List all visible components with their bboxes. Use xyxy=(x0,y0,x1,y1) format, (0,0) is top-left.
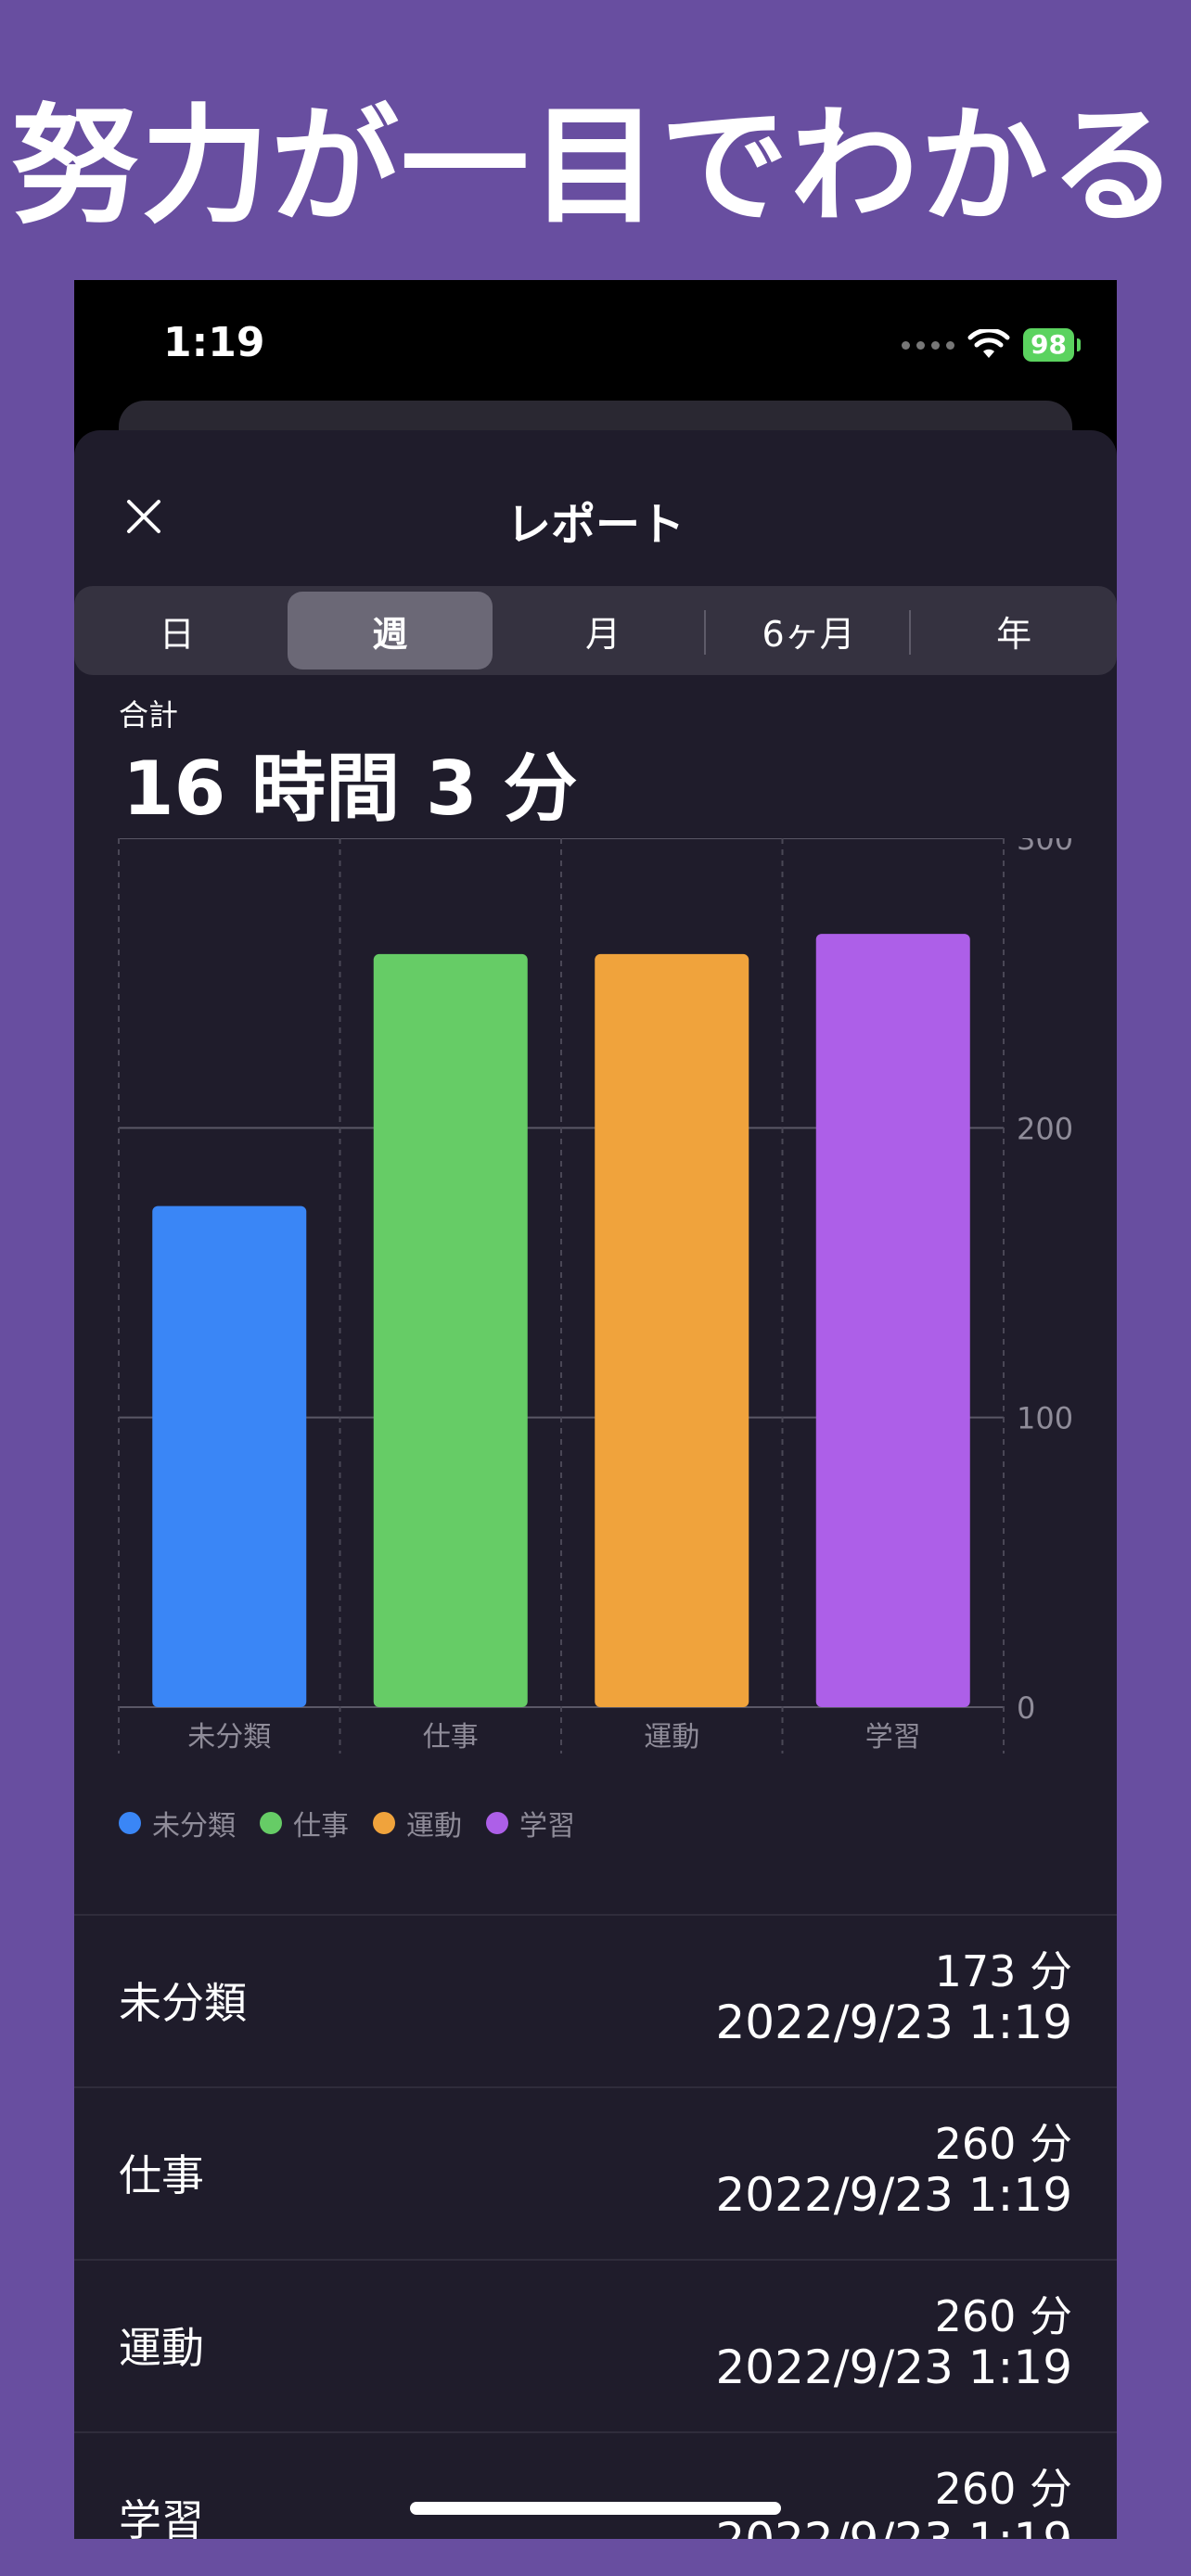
x-tick-label: 学習 xyxy=(865,1721,921,1753)
list-item[interactable]: 学習 260 分 2022/9/23 1:19 xyxy=(74,2431,1117,2539)
y-tick-label: 0 xyxy=(1017,1690,1035,1726)
bar-0 xyxy=(152,1205,307,1707)
category-minutes: 260 分 xyxy=(934,2464,1072,2514)
report-sheet: レポート 日 週 月 6ヶ月 年 合計 16 時間 3 分 0 100 200 300… xyxy=(74,430,1117,2539)
category-date: 2022/9/23 1:19 xyxy=(715,2340,1072,2394)
category-name: 未分類 xyxy=(119,1978,247,2028)
category-minutes: 260 分 xyxy=(934,2119,1072,2169)
segment-day[interactable]: 日 xyxy=(74,592,280,670)
legend-label: 運動 xyxy=(406,1810,462,1843)
total-value: 16 時間 3 分 xyxy=(122,746,578,832)
total-label: 合計 xyxy=(119,697,179,733)
x-tick-label: 仕事 xyxy=(423,1721,479,1753)
home-indicator[interactable] xyxy=(410,2502,781,2515)
legend-dot xyxy=(119,1812,141,1834)
close-icon xyxy=(127,500,160,533)
y-tick-label: 200 xyxy=(1017,1111,1073,1146)
segment-label: 年 xyxy=(996,613,1032,655)
legend-dot xyxy=(373,1812,395,1834)
segment-label: 日 xyxy=(159,613,195,655)
segment-label: 週 xyxy=(372,613,408,655)
legend-dot xyxy=(260,1812,282,1834)
period-segmented-control: 日 週 月 6ヶ月 年 xyxy=(74,586,1117,675)
battery-level: 98 xyxy=(1031,329,1067,360)
category-name: 学習 xyxy=(119,2495,204,2539)
bar-1 xyxy=(373,953,528,1707)
category-minutes: 260 分 xyxy=(934,2291,1072,2341)
cellular-icon xyxy=(902,340,955,350)
bar-chart: 0 100 200 300 未分類 仕事 運動 学習 xyxy=(118,838,1073,1753)
status-icons: 98 xyxy=(902,326,1081,363)
segment-year[interactable]: 年 xyxy=(911,592,1117,670)
category-list: 未分類 173 分 2022/9/23 1:19 仕事 260 分 2022/9… xyxy=(74,1914,1117,2539)
segment-week[interactable]: 週 xyxy=(287,592,493,670)
promo-headline: 努力が一目でわかる xyxy=(10,92,1180,241)
legend-item: 運動 xyxy=(373,1803,462,1843)
category-date: 2022/9/23 1:19 xyxy=(715,2513,1072,2539)
bar-3 xyxy=(815,934,970,1707)
x-tick-label: 運動 xyxy=(644,1721,699,1753)
y-tick-label: 100 xyxy=(1017,1401,1073,1436)
bar-2 xyxy=(595,953,749,1707)
x-tick-label: 未分類 xyxy=(187,1721,271,1753)
battery-icon: 98 xyxy=(1023,328,1081,362)
phone-screen: 1:19 98 レポート 日 週 月 6ヶ月 年 合計 16 時間 3 分 0 1… xyxy=(74,280,1117,2539)
close-button[interactable] xyxy=(111,484,176,549)
chart-legend: 未分類 仕事 運動 学習 xyxy=(119,1803,575,1843)
list-item[interactable]: 未分類 173 分 2022/9/23 1:19 xyxy=(74,1914,1117,2086)
legend-item: 仕事 xyxy=(260,1803,349,1843)
segment-label: 6ヶ月 xyxy=(762,613,855,655)
segment-month[interactable]: 月 xyxy=(500,592,706,670)
status-time: 1:19 xyxy=(163,319,265,366)
category-name: 運動 xyxy=(119,2323,204,2373)
wifi-icon xyxy=(967,329,1010,358)
category-date: 2022/9/23 1:19 xyxy=(715,1996,1072,2049)
legend-item: 未分類 xyxy=(119,1803,236,1843)
legend-label: 未分類 xyxy=(152,1810,236,1843)
legend-dot xyxy=(486,1812,508,1834)
y-tick-label: 300 xyxy=(1017,838,1073,857)
list-item[interactable]: 運動 260 分 2022/9/23 1:19 xyxy=(74,2259,1117,2431)
segment-label: 月 xyxy=(584,613,621,655)
legend-label: 学習 xyxy=(519,1810,575,1843)
legend-label: 仕事 xyxy=(293,1810,349,1843)
segment-6-months[interactable]: 6ヶ月 xyxy=(706,592,912,670)
legend-item: 学習 xyxy=(486,1803,575,1843)
sheet-title: レポート xyxy=(506,499,685,551)
category-minutes: 173 分 xyxy=(934,1946,1072,1996)
category-date: 2022/9/23 1:19 xyxy=(715,2168,1072,2222)
list-item[interactable]: 仕事 260 分 2022/9/23 1:19 xyxy=(74,2086,1117,2259)
category-name: 仕事 xyxy=(119,2150,204,2200)
